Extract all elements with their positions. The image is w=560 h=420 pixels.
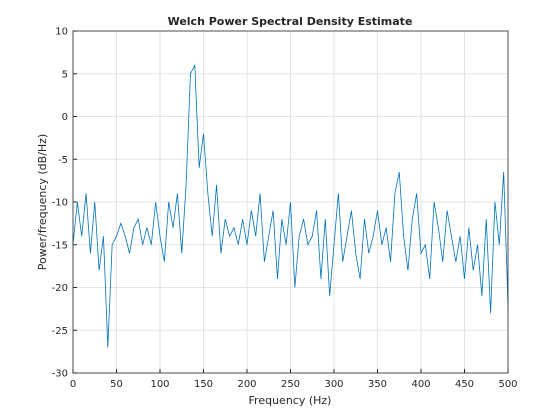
x-tick-label: 350 — [368, 379, 387, 390]
y-tick-label: -20 — [52, 283, 68, 294]
axes-box — [72, 30, 509, 374]
y-axis-label: Power/frequency (dB/Hz) — [36, 134, 49, 271]
x-tick-label: 450 — [455, 379, 474, 390]
x-tick-label: 500 — [498, 379, 517, 390]
y-tick-label: -5 — [58, 155, 68, 166]
x-tick-label: 150 — [194, 379, 213, 390]
data-line — [72, 63, 509, 348]
x-tick-label: 250 — [281, 379, 300, 390]
x-tick-label: 50 — [110, 379, 123, 390]
x-tick-label: 0 — [70, 379, 76, 390]
x-tick-label: 100 — [150, 379, 169, 390]
y-tick-label: -25 — [52, 326, 68, 337]
y-tick-label: 0 — [62, 112, 68, 123]
x-tick-label: 200 — [237, 379, 256, 390]
y-tick-label: -10 — [52, 198, 68, 209]
y-tick-label: 10 — [55, 27, 68, 38]
y-tick-label: -15 — [52, 240, 68, 251]
chart-title: Welch Power Spectral Density Estimate — [168, 15, 413, 28]
x-axis-label: Frequency (Hz) — [249, 394, 332, 407]
y-tick-label: -30 — [52, 369, 68, 380]
x-tick-label: 300 — [324, 379, 343, 390]
x-tick-label: 400 — [411, 379, 430, 390]
y-tick-label: 5 — [62, 69, 68, 80]
